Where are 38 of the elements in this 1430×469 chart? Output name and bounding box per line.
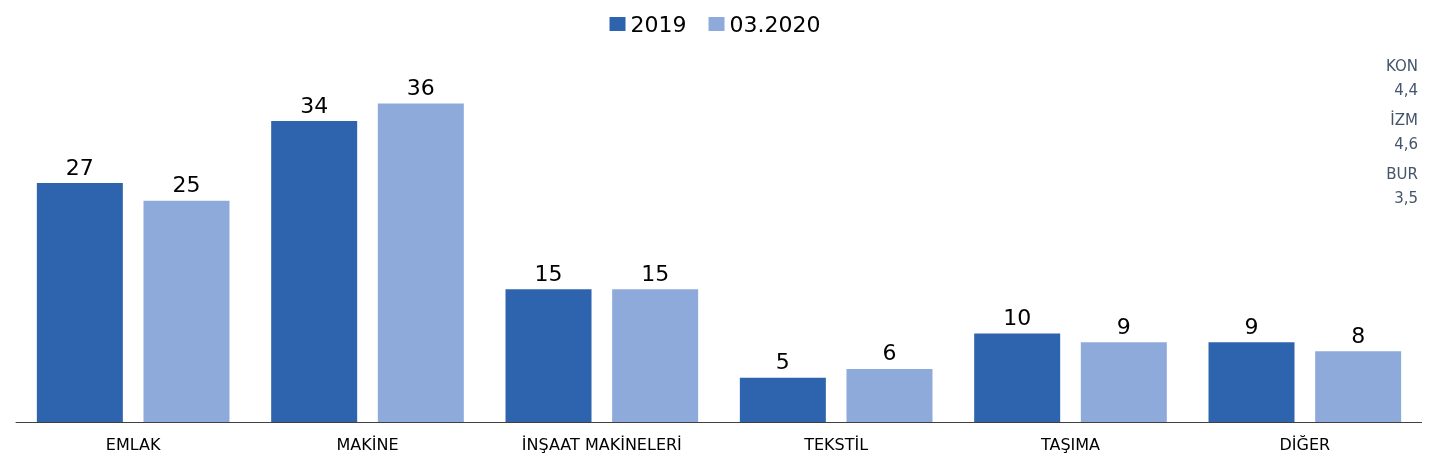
- text: 4,4: [1394, 80, 1418, 99]
- data-label: 27: [65, 154, 94, 180]
- data-label: 25: [172, 172, 201, 198]
- data-label: 6: [882, 340, 897, 366]
- x-tick-label: TEKSTİL: [803, 434, 869, 454]
- data-label: 9: [1244, 313, 1259, 339]
- bar: [739, 377, 826, 422]
- bar: [377, 103, 464, 422]
- bar: [974, 333, 1061, 422]
- data-label: 34: [300, 92, 329, 118]
- data-label: 10: [1003, 305, 1032, 330]
- bar: [143, 200, 230, 422]
- bar: [846, 368, 933, 422]
- bar: [1315, 351, 1402, 422]
- annotation: 3,5: [1394, 188, 1418, 207]
- x-tick-label: MAKİNE: [336, 434, 399, 454]
- bar: [271, 121, 358, 422]
- legend-label: 2019: [630, 11, 687, 37]
- data-label: 8: [1351, 322, 1366, 348]
- x-tick-label: TAŞIMA: [1039, 434, 1101, 454]
- legend-label: 03.2020: [729, 11, 821, 37]
- data-label: 15: [641, 260, 670, 286]
- bar: [1080, 342, 1167, 422]
- bar: [612, 289, 699, 422]
- data-label: 15: [534, 260, 563, 286]
- x-tick-label: İNŞAAT MAKİNELERİ: [521, 434, 682, 454]
- bar: [505, 289, 592, 422]
- annotation: BUR: [1386, 164, 1418, 183]
- data-label: 9: [1116, 313, 1131, 339]
- x-tick-label: EMLAK: [105, 434, 161, 454]
- bar: [1208, 342, 1295, 422]
- x-tick-label: DİĞER: [1279, 434, 1331, 454]
- annotation: İZM: [1390, 109, 1418, 129]
- text: KON: [1385, 56, 1418, 75]
- data-label: 5: [775, 349, 790, 375]
- annotation: 4,6: [1394, 134, 1418, 153]
- bar: [36, 183, 123, 422]
- data-label: 36: [406, 74, 435, 100]
